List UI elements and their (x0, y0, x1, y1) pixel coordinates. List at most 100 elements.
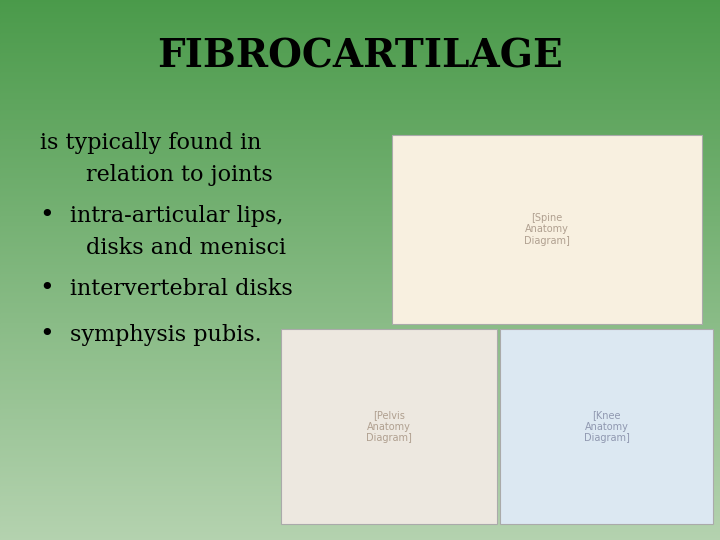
Bar (0, 38, 720, 40)
Bar (0, 76, 720, 78)
Bar (0, 456, 720, 459)
Bar (0, 18, 720, 20)
Bar (0, 520, 720, 523)
Bar (0, 394, 720, 397)
Bar (0, 444, 720, 447)
Bar (0, 137, 720, 139)
Bar (0, 176, 720, 178)
Bar (0, 282, 720, 285)
Bar (0, 355, 720, 357)
Bar (0, 57, 720, 59)
Bar (0, 329, 720, 332)
Bar (0, 190, 720, 192)
Bar (0, 474, 720, 476)
Bar (0, 123, 720, 126)
Text: •: • (40, 323, 54, 346)
Bar (0, 370, 720, 373)
Bar (0, 222, 720, 224)
Bar (0, 192, 720, 194)
Text: is typically found in: is typically found in (40, 132, 261, 154)
Bar (0, 397, 720, 400)
Bar (0, 156, 720, 158)
Bar (0, 28, 720, 30)
Bar (0, 285, 720, 287)
Bar (0, 527, 720, 529)
Bar (0, 99, 720, 102)
Bar (0, 95, 720, 97)
Bar (0, 129, 720, 131)
Bar (0, 255, 720, 258)
Bar (0, 167, 720, 170)
Bar (0, 199, 720, 201)
Bar (0, 258, 720, 260)
Bar (0, 61, 720, 63)
Text: intra-articular lips,: intra-articular lips, (70, 205, 284, 227)
Bar (0, 53, 720, 56)
Bar (0, 56, 720, 58)
Bar (0, 416, 720, 418)
Bar (0, 172, 720, 174)
Bar (0, 49, 720, 51)
Bar (0, 430, 720, 432)
Bar (0, 380, 720, 382)
Bar (0, 180, 720, 183)
Text: [Pelvis
Anatomy
Diagram]: [Pelvis Anatomy Diagram] (366, 410, 412, 443)
Bar (0, 503, 720, 505)
Bar (0, 82, 720, 84)
Bar (0, 316, 720, 319)
Bar (0, 358, 720, 361)
Text: disks and menisci: disks and menisci (86, 238, 287, 259)
Bar (0, 516, 720, 518)
Bar (0, 111, 720, 113)
Bar (0, 518, 720, 521)
Bar (0, 211, 720, 213)
Bar (0, 158, 720, 160)
Bar (0, 112, 720, 115)
Text: [Spine
Anatomy
Diagram]: [Spine Anatomy Diagram] (524, 213, 570, 246)
Bar (0, 515, 720, 517)
Bar (0, 173, 720, 176)
Bar (0, 64, 720, 66)
Bar (0, 505, 720, 508)
Bar (0, 396, 720, 399)
Bar (0, 44, 720, 46)
Bar (0, 459, 720, 462)
Bar (0, 157, 720, 159)
Bar (0, 403, 720, 405)
Bar (0, 253, 720, 255)
Bar (0, 338, 720, 340)
Bar (0, 455, 720, 458)
Bar (0, 534, 720, 536)
Bar (0, 71, 720, 73)
Bar (0, 30, 720, 32)
Bar (0, 291, 720, 293)
Bar (0, 524, 720, 526)
Bar (0, 136, 720, 138)
Bar (0, 48, 720, 50)
Bar (0, 198, 720, 200)
Bar (0, 130, 720, 132)
Bar (0, 469, 720, 471)
Bar (0, 320, 720, 322)
Bar (0, 206, 720, 208)
Bar (0, 277, 720, 280)
Bar (0, 69, 720, 71)
Text: symphysis pubis.: symphysis pubis. (70, 324, 261, 346)
Bar (0, 227, 720, 230)
Bar (0, 536, 720, 539)
Bar (0, 343, 720, 346)
Bar (0, 7, 720, 9)
Bar (0, 453, 720, 455)
FancyBboxPatch shape (500, 329, 713, 524)
Bar (0, 374, 720, 377)
Bar (0, 133, 720, 135)
Bar (0, 195, 720, 197)
Bar (0, 280, 720, 282)
Bar (0, 6, 720, 8)
Bar (0, 321, 720, 324)
Bar (0, 341, 720, 343)
Bar (0, 292, 720, 294)
Bar (0, 435, 720, 437)
Bar (0, 315, 720, 317)
Bar (0, 339, 720, 341)
